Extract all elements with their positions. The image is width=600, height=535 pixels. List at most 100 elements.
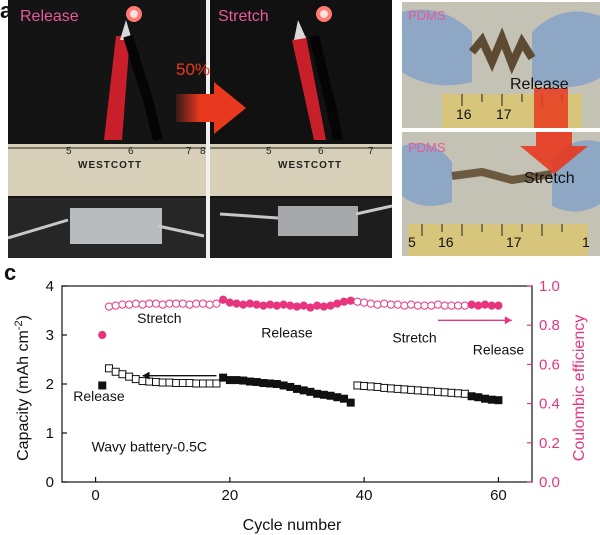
y-axis-left-label-sup: -2 (13, 320, 25, 330)
capacity-point (138, 377, 147, 386)
capacity-point (373, 382, 382, 391)
y-left-tick-label: 3 (46, 327, 54, 344)
capacity-point (165, 378, 174, 387)
y-axis-left-label-main: Capacity (mAh cm (15, 330, 32, 461)
efficiency-point (333, 299, 342, 308)
panel-b-release-photo: PDMS Release 16 17 (402, 2, 600, 128)
ruler-number: 6 (128, 146, 134, 157)
efficiency-point (413, 301, 422, 310)
y-axis-right-label: Coulombic efficiency (571, 315, 588, 461)
ticks-layer: 0 20 40 60 0 1 2 3 4 0.0 0.2 0.4 0.6 0.8 1.0 (46, 278, 560, 504)
x-tick-label: 40 (356, 487, 373, 504)
efficiency-point (272, 301, 281, 310)
capacity-point (440, 388, 449, 397)
efficiency-point (172, 299, 181, 308)
efficiency-point (366, 299, 375, 308)
capacity-point (286, 382, 295, 391)
capacity-point (199, 379, 207, 388)
efficiency-point (245, 299, 255, 308)
capacity-efficiency-chart: 0 20 40 60 0 1 2 3 4 0.0 0.2 0.4 0.6 0.8 1.0 Stretch Re… (13, 278, 588, 534)
labels-layer: Stretch Release Stretch Release Release Wavy … (73, 310, 524, 455)
efficiency-point (198, 299, 208, 308)
y-axis-left-label-close: ) (15, 315, 32, 320)
efficiency-point (433, 300, 443, 309)
capacity-point (413, 386, 422, 395)
efficiency-point (239, 300, 248, 309)
capacity-point (346, 398, 355, 407)
ruler-number: 5 (66, 146, 72, 157)
panel-c-letter: c (4, 260, 17, 285)
capacity-point (340, 394, 348, 403)
efficiency-point (111, 301, 120, 310)
marks-layer (98, 295, 512, 407)
efficiency-point (125, 300, 134, 309)
capacity-point (266, 379, 275, 388)
efficiency-point (192, 299, 201, 308)
capacity-point (98, 381, 107, 390)
capacity-point (407, 385, 416, 394)
efficiency-point (266, 300, 275, 309)
capacity-point (474, 393, 483, 402)
efficiency-point (259, 301, 268, 310)
efficiency-point (131, 299, 140, 308)
x-tick-label: 60 (490, 487, 507, 504)
y-left-tick-label: 2 (46, 376, 54, 393)
efficiency-point (138, 300, 147, 309)
efficiency-point (165, 299, 174, 308)
capacity-point (487, 395, 496, 404)
capacity-point (467, 392, 476, 401)
efficiency-point (427, 301, 436, 310)
capacity-point (420, 386, 429, 395)
stretch-label-b: Stretch (524, 170, 575, 187)
capacity-point (366, 382, 375, 391)
capacity-point (178, 379, 187, 388)
efficiency-point (494, 301, 503, 310)
efficiency-point (407, 300, 416, 309)
arrow-head (142, 371, 150, 380)
capacity-point (125, 372, 134, 381)
capacity-point (192, 379, 201, 388)
capacity-point (447, 388, 456, 397)
efficiency-point (373, 300, 382, 309)
stretch-label-a: Stretch (218, 8, 269, 25)
capacity-point (360, 381, 369, 390)
capacity-point (400, 385, 409, 394)
y-right-tick-label: 0.2 (539, 435, 560, 452)
ruler-number: 16 (438, 234, 454, 250)
efficiency-point (454, 301, 463, 310)
annotation-label: Release (473, 342, 525, 358)
capacity-point (434, 387, 442, 396)
capacity-point (259, 379, 268, 388)
annotation-label: Stretch (392, 329, 436, 345)
pdms-label-top: PDMS (408, 8, 446, 23)
efficiency-point (313, 301, 322, 310)
x-tick-label: 20 (222, 487, 239, 504)
capacity-point (252, 378, 261, 387)
efficiency-point (447, 301, 456, 310)
efficiency-point (185, 300, 194, 309)
strain-label: 50% (176, 60, 211, 79)
efficiency-point (346, 296, 355, 305)
capacity-point (333, 393, 342, 402)
capacity-point (131, 375, 140, 384)
efficiency-point (286, 301, 295, 310)
efficiency-point (151, 299, 161, 308)
efficiency-point (326, 301, 335, 310)
ruler-number: 16 (456, 106, 472, 122)
y-axis-left-label: Capacity (mAh cm-2) (13, 315, 32, 461)
efficiency-point (487, 301, 496, 310)
capacity-point (387, 384, 395, 393)
ruler-number: 7 (368, 146, 374, 157)
capacity-point (158, 378, 167, 387)
efficiency-point (460, 301, 469, 310)
ruler-number: 8 (200, 146, 206, 157)
panel-b-stretch-photo: PDMS Stretch 5 16 17 1 (402, 132, 600, 256)
efficiency-point (420, 301, 429, 310)
efficiency-point (360, 298, 369, 307)
efficiency-point (339, 297, 349, 306)
arrow-head (504, 316, 512, 325)
capacity-point (205, 379, 214, 388)
efficiency-point (306, 303, 315, 312)
y-left-tick-label: 1 (46, 425, 54, 442)
efficiency-point (292, 302, 302, 311)
